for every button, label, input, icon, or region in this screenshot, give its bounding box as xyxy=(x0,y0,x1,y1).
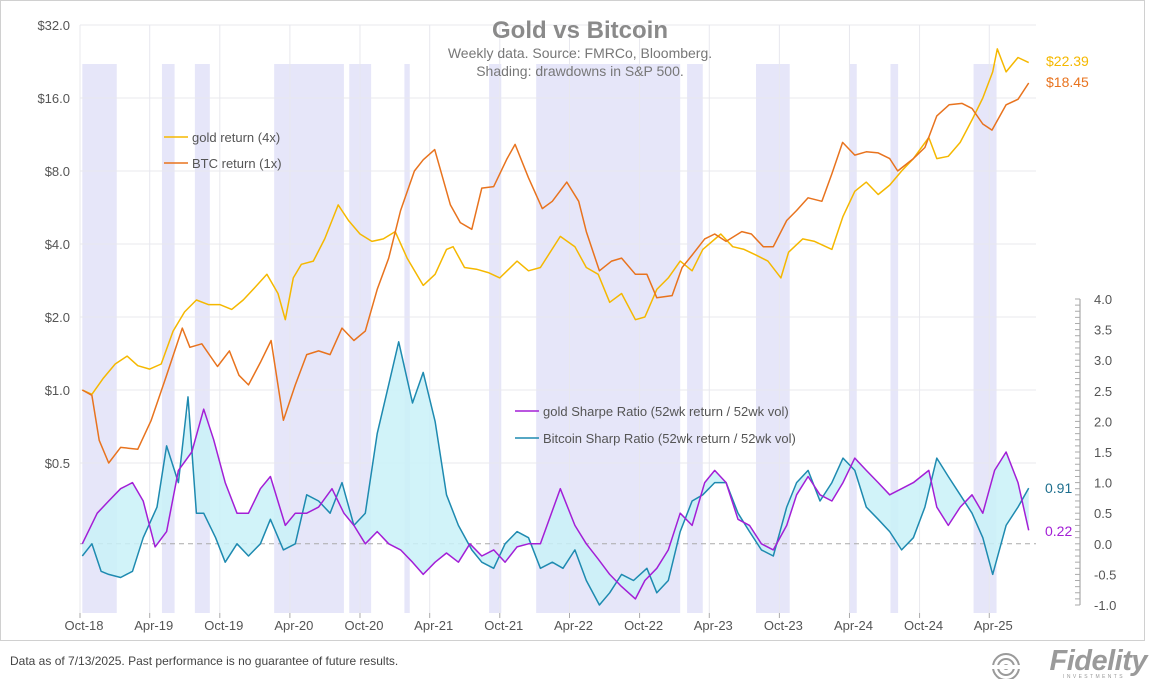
drawdown-band xyxy=(274,64,344,613)
bitcoin-sharpe-end-label: 0.91 xyxy=(1045,480,1072,496)
top-y-tick-label: $8.0 xyxy=(45,164,70,179)
bottom-y-tick-label: 2.5 xyxy=(1094,384,1112,399)
x-tick-label: Apr-25 xyxy=(974,618,1013,633)
x-tick-label: Apr-22 xyxy=(554,618,593,633)
sharpe-fill-area xyxy=(82,345,1029,605)
drawdown-band xyxy=(404,64,410,613)
bottom-y-tick-label: 3.0 xyxy=(1094,353,1112,368)
x-tick-label: Oct-24 xyxy=(904,618,943,633)
footnote: Data as of 7/13/2025. Past performance i… xyxy=(10,654,399,668)
x-tick-label: Apr-21 xyxy=(414,618,453,633)
legend-btc-return-label: BTC return (1x) xyxy=(192,156,282,171)
x-tick-label: Oct-22 xyxy=(624,618,663,633)
top-y-tick-label: $1.0 xyxy=(45,383,70,398)
gold-end-label: $22.39 xyxy=(1046,53,1089,69)
legend-bitcoin-sharpe-label: Bitcoin Sharp Ratio (52wk return / 52wk … xyxy=(543,431,796,446)
drawdown-band xyxy=(489,64,502,613)
top-y-tick-label: $2.0 xyxy=(45,310,70,325)
legends: gold return (4x) BTC return (1x) gold Shar… xyxy=(164,130,796,446)
bitcoin-sharpe-line xyxy=(81,341,1030,606)
bottom-y-tick-label: 3.5 xyxy=(1094,323,1112,338)
bottom-y-tick-label: 0.0 xyxy=(1094,537,1112,552)
drawdown-band xyxy=(687,64,703,613)
top-y-tick-label: $16.0 xyxy=(37,91,70,106)
bottom-y-tick-label: 0.5 xyxy=(1094,506,1112,521)
logo-mark-icon xyxy=(990,653,1022,679)
x-tick-label: Oct-23 xyxy=(764,618,803,633)
chart-canvas: $32.0 $16.0 $8.0 $4.0 $2.0 $1.0 $0.5 4.0 3.5 3.0 2… xyxy=(0,0,1145,641)
chart-subtitle-line-1: Weekly data. Source: FMRCo, Bloomberg. xyxy=(448,45,712,61)
axes: $32.0 $16.0 $8.0 $4.0 $2.0 $1.0 $0.5 4.0 3.5 3.0 2… xyxy=(37,18,1116,633)
top-y-tick-label: $0.5 xyxy=(45,456,70,471)
logo-wordmark: Fidelity xyxy=(1049,645,1147,677)
bottom-y-tick-label: 2.0 xyxy=(1094,414,1112,429)
legend-gold-return-label: gold return (4x) xyxy=(192,130,280,145)
drawdown-band xyxy=(194,64,210,613)
legend-gold-sharpe-label: gold Sharpe Ratio (52wk return / 52wk vo… xyxy=(543,404,789,419)
x-tick-label: Apr-24 xyxy=(834,618,873,633)
drawdown-band xyxy=(890,64,899,613)
bottom-y-tick-label: -1.0 xyxy=(1094,598,1116,613)
x-tick-label: Apr-20 xyxy=(274,618,313,633)
x-tick-label: Oct-19 xyxy=(204,618,243,633)
x-tick-label: Apr-19 xyxy=(134,618,173,633)
chart-title: Gold vs Bitcoin xyxy=(492,17,668,44)
bottom-y-tick-label: 4.0 xyxy=(1094,292,1112,307)
bottom-y-tick-label: -0.5 xyxy=(1094,567,1116,582)
gold-sharpe-line xyxy=(81,408,1030,600)
drawdown-band xyxy=(849,64,857,613)
series-lines xyxy=(81,48,1030,606)
x-tick-label: Apr-23 xyxy=(694,618,733,633)
gold-sharpe-end-label: 0.22 xyxy=(1045,523,1072,539)
x-tick-label: Oct-21 xyxy=(484,618,523,633)
top-y-tick-label: $4.0 xyxy=(45,237,70,252)
chart-subtitle-line-2: Shading: drawdowns in S&P 500. xyxy=(476,63,684,79)
x-tick-label: Oct-18 xyxy=(64,618,103,633)
x-tick-label: Oct-20 xyxy=(344,618,383,633)
logo-subtext: INVESTMENTS xyxy=(1063,674,1125,680)
btc-end-label: $18.45 xyxy=(1046,74,1089,90)
btc-return-line xyxy=(81,82,1030,464)
bottom-y-tick-label: 1.0 xyxy=(1094,476,1112,491)
fidelity-logo: Fidelity INVESTMENTS xyxy=(990,645,1155,683)
gold-return-line xyxy=(81,48,1030,396)
drawdown-band xyxy=(973,64,997,613)
sharpe-diff-fill xyxy=(82,345,1029,605)
top-y-tick-label: $32.0 xyxy=(37,18,70,33)
bottom-y-tick-label: 1.5 xyxy=(1094,445,1112,460)
